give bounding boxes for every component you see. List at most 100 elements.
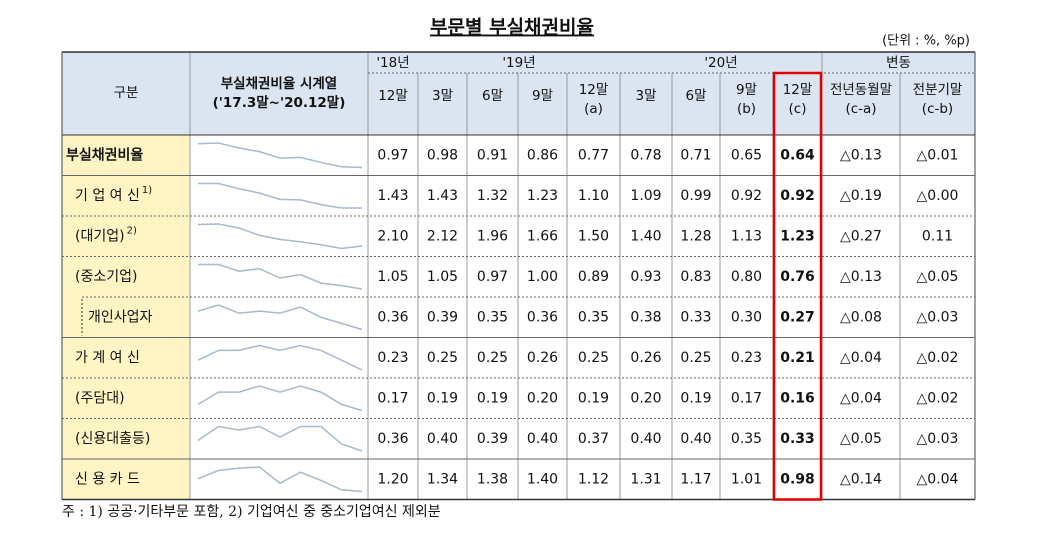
cell-value: 1.43: [377, 188, 408, 204]
cell-value: 1.23: [780, 228, 815, 244]
cell-value: 0.91: [477, 147, 508, 163]
cell-value: 0.23: [731, 350, 762, 366]
cell-value: 0.25: [680, 350, 711, 366]
header-column: 6말: [685, 88, 706, 104]
cell-value: 1.05: [377, 269, 408, 285]
cell-value: 1.31: [630, 471, 661, 487]
cell-value: 0.27: [780, 309, 815, 325]
cell-value: 0.20: [527, 390, 558, 406]
sparkline: [197, 304, 363, 331]
header-spark: 부실채권비율 시계열: [221, 75, 337, 92]
cell-value: △0.02: [917, 390, 959, 406]
cell-value: 0.36: [527, 309, 558, 325]
cell-value: △0.03: [917, 309, 959, 325]
cell-value: △0.27: [840, 228, 882, 244]
row-note: 2): [127, 225, 137, 236]
row-label: 부실채권비율: [66, 146, 143, 163]
cell-value: 0.19: [578, 390, 609, 406]
cell-value: △0.02: [917, 350, 959, 366]
cell-value: 0.99: [680, 188, 711, 204]
cell-value: 0.26: [527, 350, 558, 366]
cell-value: 0.11: [922, 228, 953, 244]
cell-value: 1.20: [377, 471, 408, 487]
cell-value: 1.40: [630, 228, 661, 244]
cell-value: 1.05: [427, 269, 458, 285]
cell-value: 1.38: [477, 471, 508, 487]
sparkline: [198, 182, 362, 209]
row-label: 신 용 카 드: [75, 471, 140, 487]
cell-value: 0.38: [630, 309, 661, 325]
cell-value: 2.10: [377, 228, 408, 244]
cell-value: 0.83: [680, 269, 711, 285]
header-column-sub: (c): [789, 101, 807, 117]
row-label: (중소기업): [75, 269, 137, 285]
cell-value: △0.13: [840, 147, 882, 163]
cell-value: 0.17: [377, 390, 408, 406]
header-column-sub: (c-b): [922, 101, 953, 117]
cell-value: △0.04: [840, 350, 882, 366]
cell-value: 0.33: [780, 431, 815, 447]
label-bg: [62, 135, 190, 500]
cell-value: 1.13: [731, 228, 762, 244]
cell-value: 0.37: [578, 431, 609, 447]
header-column: 12말: [378, 88, 408, 104]
cell-value: 0.76: [780, 269, 815, 285]
cell-value: 0.93: [630, 269, 661, 285]
sparkline: [198, 263, 363, 290]
footnote: 주 : 1) 공공·기타부문 포함, 2) 기업여신 중 중소기업여신 제외분: [62, 504, 441, 520]
cell-value: 0.39: [477, 431, 508, 447]
row-label: (주담대): [75, 390, 125, 406]
cell-value: 0.86: [527, 147, 558, 163]
cell-value: 0.26: [630, 350, 661, 366]
cell-value: 1.17: [680, 471, 711, 487]
cell-value: 1.00: [527, 269, 558, 285]
row-label: 개인사업자: [88, 309, 153, 325]
cell-value: 1.34: [427, 471, 458, 487]
cell-value: 0.92: [780, 188, 815, 204]
header-column: 6말: [482, 88, 503, 104]
header-column-sub: (a): [584, 101, 603, 117]
header-year: '18년: [376, 55, 409, 71]
cell-value: △0.05: [840, 431, 882, 447]
cell-value: 0.80: [731, 269, 762, 285]
sparkline: [197, 223, 363, 250]
cell-value: 0.19: [477, 390, 508, 406]
title: 부문별 부실채권비율: [430, 17, 594, 39]
cell-value: 0.39: [427, 309, 458, 325]
cell-value: 0.78: [630, 147, 661, 163]
cell-value: 0.92: [731, 188, 762, 204]
row-label: (신용대출등): [75, 431, 150, 447]
cell-value: 0.35: [731, 431, 762, 447]
cell-value: 0.64: [780, 147, 815, 163]
cell-value: 1.43: [427, 188, 458, 204]
header-column-sub: (c-a): [845, 101, 876, 117]
cell-value: 0.40: [427, 431, 458, 447]
sparkline: [197, 344, 363, 371]
cell-value: 1.28: [680, 228, 711, 244]
cell-value: △0.14: [840, 471, 882, 487]
cell-value: 0.19: [427, 390, 458, 406]
cell-value: 1.12: [578, 471, 609, 487]
sparkline: [197, 425, 363, 452]
header-column-sub: (b): [737, 101, 756, 117]
header-year: '19년: [502, 55, 535, 71]
cell-value: 1.96: [477, 228, 508, 244]
unit: (단위 : %, %p): [882, 34, 970, 49]
header-column: 3말: [635, 88, 656, 104]
sparkline: [197, 466, 363, 493]
cell-value: 0.21: [780, 350, 815, 366]
cell-value: 0.89: [578, 269, 609, 285]
header-change: 변동: [886, 55, 911, 71]
header-spark-range: ('17.3말~'20.12말): [213, 95, 346, 111]
cell-value: 0.77: [578, 147, 609, 163]
cell-value: 0.23: [377, 350, 408, 366]
cell-value: 1.50: [578, 228, 609, 244]
cell-value: △0.01: [917, 147, 959, 163]
cell-value: 1.23: [527, 188, 558, 204]
cell-value: 0.33: [680, 309, 711, 325]
cell-value: △0.03: [917, 431, 959, 447]
cell-value: 0.97: [477, 269, 508, 285]
cell-value: △0.05: [917, 269, 959, 285]
row-label: 기 업 여 신: [75, 188, 140, 204]
cell-value: 0.35: [578, 309, 609, 325]
